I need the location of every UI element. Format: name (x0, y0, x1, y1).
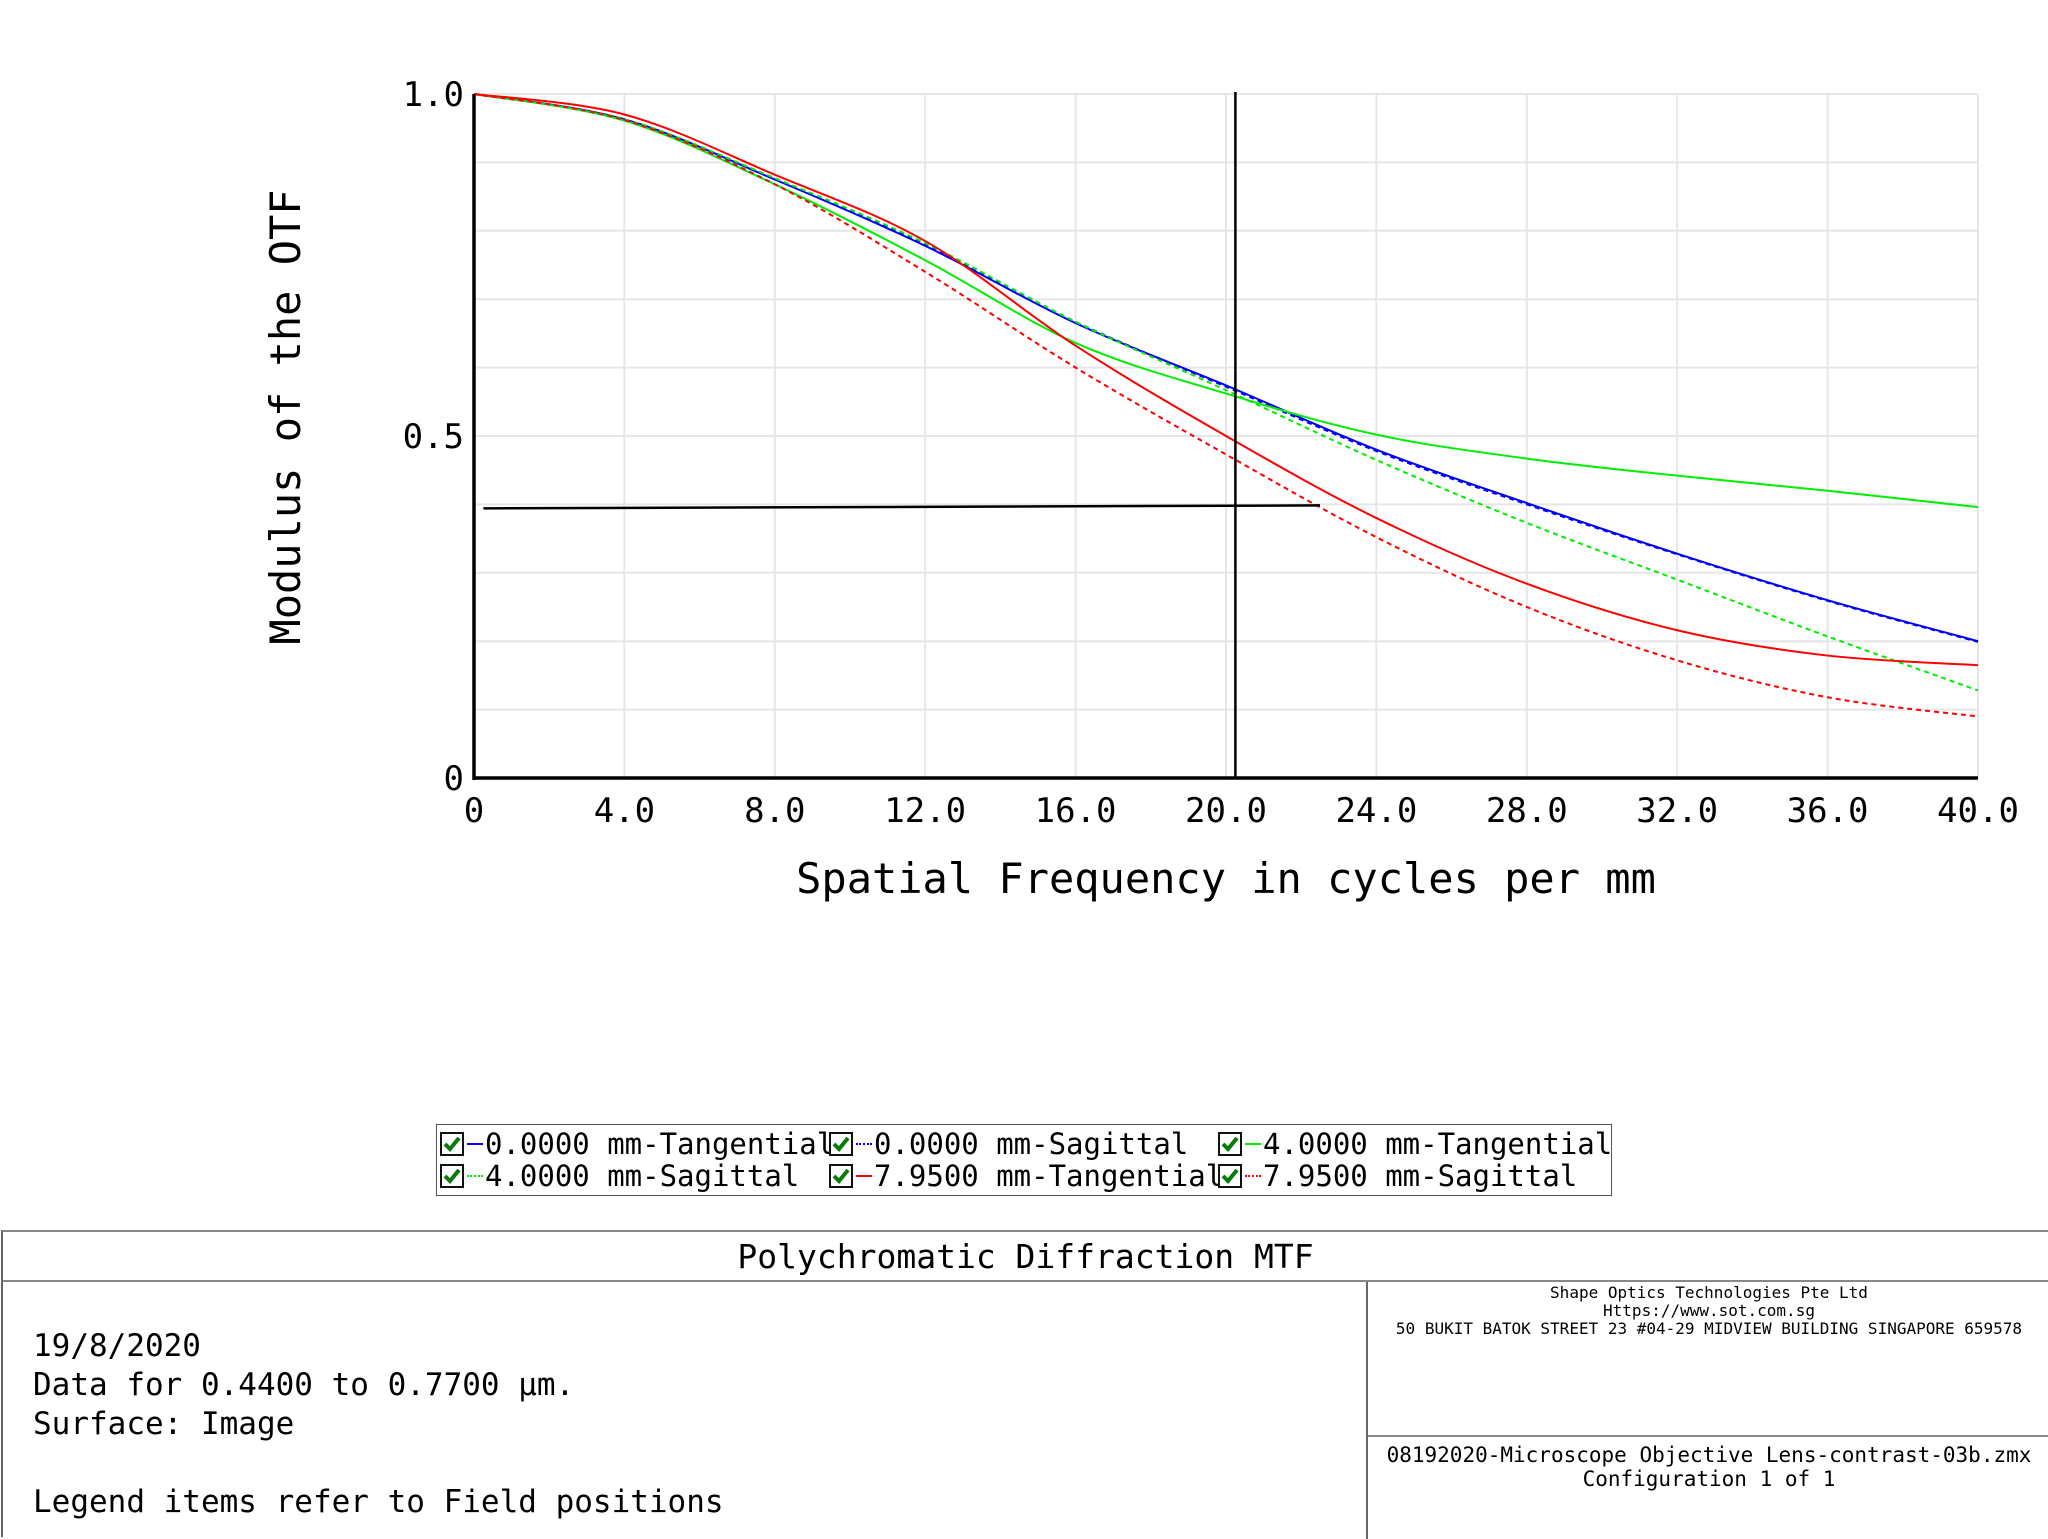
analysis-date: 19/8/2020 (33, 1328, 201, 1364)
legend: 0.0000 mm-Tangential 0.0000 mm-Sagittal … (436, 1124, 1612, 1196)
analysis-title: Polychromatic Diffraction MTF (3, 1232, 2048, 1282)
y-tick-label: 0 (444, 759, 464, 799)
checkbox-checked-icon[interactable] (440, 1132, 464, 1156)
series-line (473, 93, 1979, 509)
surface-info: Surface: Image (33, 1406, 295, 1442)
spacer (33, 1444, 724, 1483)
company-info: Shape Optics Technologies Pte Ltd Https:… (1368, 1284, 2048, 1338)
legend-swatch (856, 1175, 872, 1177)
legend-swatch (856, 1143, 872, 1145)
analysis-details: 19/8/2020 Data for 0.4400 to 0.7700 µm. … (33, 1327, 724, 1522)
company-block: Shape Optics Technologies Pte Ltd Https:… (1366, 1282, 2048, 1539)
x-tick-label: 32.0 (1636, 791, 1718, 831)
legend-item[interactable]: 7.9500 mm-Sagittal (1218, 1159, 1578, 1193)
x-tick-label: 36.0 (1787, 791, 1869, 831)
series-line (473, 93, 1979, 643)
y-tick-label: 0.5 (403, 417, 464, 457)
series-line (473, 93, 1979, 718)
company-name: Shape Optics Technologies Pte Ltd (1550, 1283, 1868, 1302)
checkbox-checked-icon[interactable] (440, 1164, 464, 1188)
y-axis-title: Modulus of the OTF (261, 189, 310, 644)
checkbox-checked-icon[interactable] (1218, 1132, 1242, 1156)
series-line (473, 93, 1979, 643)
x-tick-label: 40.0 (1937, 791, 2019, 831)
x-tick-label: 8.0 (744, 791, 805, 831)
legend-label: 4.0000 mm-Tangential (1263, 1127, 1613, 1161)
legend-note: Legend items refer to Field positions (33, 1484, 724, 1520)
legend-swatch (1245, 1143, 1261, 1145)
x-tick-label: 20.0 (1185, 791, 1267, 831)
company-url: Https://www.sot.com.sg (1603, 1301, 1815, 1320)
legend-item[interactable]: 7.9500 mm-Tangential (829, 1159, 1224, 1193)
x-tick-label: 28.0 (1486, 791, 1568, 831)
legend-item[interactable]: 4.0000 mm-Sagittal (440, 1159, 800, 1193)
x-tick-label: 12.0 (884, 791, 966, 831)
x-tick-label: 24.0 (1335, 791, 1417, 831)
info-panel: Polychromatic Diffraction MTF 19/8/2020 … (1, 1230, 2048, 1539)
legend-swatch (1245, 1175, 1261, 1177)
cursor-horizontal-line (483, 504, 1321, 510)
legend-label: 7.9500 mm-Sagittal (1263, 1159, 1578, 1193)
file-info: 08192020-Microscope Objective Lens-contr… (1368, 1435, 2048, 1539)
legend-item[interactable]: 4.0000 mm-Tangential (1218, 1127, 1613, 1161)
series-line (473, 93, 1979, 667)
configuration: Configuration 1 of 1 (1582, 1467, 1836, 1491)
legend-label: 0.0000 mm-Tangential (485, 1127, 835, 1161)
x-tick-label: 0 (464, 791, 484, 831)
plot-series (473, 93, 1979, 718)
mtf-chart: 0 4.0 8.0 12.0 16.0 20.0 24.0 28.0 32.0 36.0 40.0 0… (261, 75, 2019, 903)
plot-cursor (483, 92, 1321, 778)
legend-label: 4.0000 mm-Sagittal (485, 1159, 800, 1193)
y-tick-label: 1.0 (403, 75, 464, 115)
legend-item[interactable]: 0.0000 mm-Tangential (440, 1127, 835, 1161)
plot-axes (472, 94, 1978, 780)
series-line (473, 93, 1979, 692)
checkbox-checked-icon[interactable] (829, 1132, 853, 1156)
x-axis-title: Spatial Frequency in cycles per mm (796, 854, 1656, 903)
checkbox-checked-icon[interactable] (829, 1164, 853, 1188)
legend-item[interactable]: 0.0000 mm-Sagittal (829, 1127, 1189, 1161)
checkbox-checked-icon[interactable] (1218, 1164, 1242, 1188)
tick-labels: 0 4.0 8.0 12.0 16.0 20.0 24.0 28.0 32.0 36.0 40.0 0… (403, 75, 2019, 831)
legend-label: 0.0000 mm-Sagittal (874, 1127, 1189, 1161)
legend-label: 7.9500 mm-Tangential (874, 1159, 1224, 1193)
wavelength-range: Data for 0.4400 to 0.7700 µm. (33, 1367, 575, 1403)
company-address: 50 BUKIT BATOK STREET 23 #04-29 MIDVIEW … (1395, 1319, 2023, 1338)
x-tick-label: 16.0 (1035, 791, 1117, 831)
x-tick-label: 4.0 (594, 791, 655, 831)
file-name: 08192020-Microscope Objective Lens-contr… (1386, 1443, 2032, 1467)
legend-swatch (467, 1143, 483, 1145)
legend-swatch (467, 1175, 483, 1177)
plot-grid (474, 93, 1979, 778)
